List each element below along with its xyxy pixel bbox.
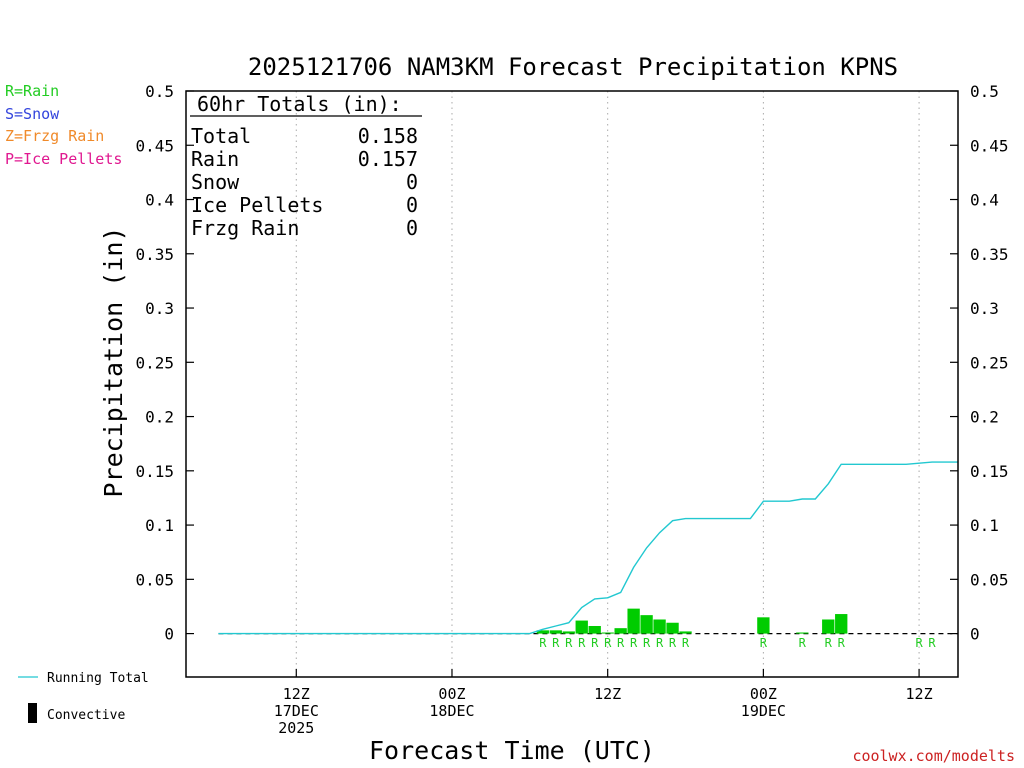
y-tick-label-left: 0.2 [145,408,174,427]
precip-bar [627,608,640,634]
precip-bar [757,617,770,634]
y-tick-label-right: 0.15 [970,462,1009,481]
y-tick-label-right: 0.2 [970,408,999,427]
y-tick-label-left: 0.05 [135,570,174,589]
y-tick-label-left: 0.15 [135,462,174,481]
y-tick-label-left: 0 [164,625,174,644]
precip-bar [536,630,549,634]
precip-type-label: R [656,636,664,650]
x-tick-label: 18DEC [429,702,474,720]
y-tick-label-left: 0.3 [145,299,174,318]
precip-type-label: R [669,636,677,650]
y-axis-ticks: 0 00.05 0.050.1 0.10.15 0.150.2 0.20.25 0.250.… [135,82,1008,644]
legend-snow: S=Snow [5,105,60,123]
precip-type-label: R [838,636,846,650]
y-tick-label-right: 0.1 [970,516,999,535]
chart-title: 2025121706 NAM3KM Forecast Precipitation… [248,53,898,81]
y-tick-label-left: 0.45 [135,136,174,155]
x-axis-title: Forecast Time (UTC) [369,736,655,765]
totals-value-total: 0.158 [358,124,418,148]
legend-rain: R=Rain [5,82,59,100]
legend-convective-swatch [28,703,37,723]
precip-type-label: R [591,636,599,650]
y-tick-label-left: 0.5 [145,82,174,101]
y-axis-title: Precipitation (in) [99,227,128,498]
legend-frzg-rain: Z=Frzg Rain [5,127,104,145]
x-tick-label: 12Z [906,685,933,703]
precip-type-label: R [604,636,612,650]
precip-type-label: R [630,636,638,650]
y-tick-label-right: 0.45 [970,136,1009,155]
x-tick-label: 00Z [750,685,777,703]
series-legend: Running Total Convective [18,671,149,723]
precip-type-label: R [928,636,936,650]
y-tick-label-right: 0.4 [970,191,999,210]
legend-ice-pellets: P=Ice Pellets [5,150,122,168]
totals-label-snow: Snow [191,170,240,194]
precip-bar [588,625,601,634]
precip-bar [796,632,809,634]
plot-frame [185,90,959,678]
precip-bar [679,631,692,634]
precip-bar [653,619,666,634]
totals-value-snow: 0 [406,170,418,194]
y-tick-label-right: 0.05 [970,570,1009,589]
legend-running-total-label: Running Total [47,671,149,686]
y-tick-label-right: 0 [970,625,980,644]
precip-type-label: R [643,636,651,650]
totals-value-ice-pellets: 0 [406,193,418,217]
y-tick-label-left: 0.25 [135,353,174,372]
precip-type-label: R [682,636,690,650]
precip-bar [549,630,562,634]
precip-bar [822,619,835,634]
precip-bar [666,622,679,634]
legend-convective-label: Convective [47,708,125,723]
y-tick-label-left: 0.35 [135,245,174,264]
precip-bar [601,632,614,634]
precip-type-label: R [539,636,547,650]
precip-type-label: R [578,636,586,650]
precip-type-label: R [617,636,625,650]
totals-value-rain: 0.157 [358,147,418,171]
y-tick-label-right: 0.25 [970,353,1009,372]
precip-bar [640,615,653,634]
precip-type-label: R [552,636,560,650]
precip-bar [835,614,848,634]
precip-type-label: R [915,636,923,650]
grid-lines [295,91,920,677]
totals-label-total: Total [191,124,251,148]
y-tick-label-left: 0.4 [145,191,174,210]
totals-label-frzg-rain: Frzg Rain [191,216,299,240]
x-tick-label: 00Z [438,685,465,703]
credit-link[interactable]: coolwx.com/modelts [852,747,1015,765]
x-tick-label: 2025 [278,719,314,737]
y-tick-label-right: 0.5 [970,82,999,101]
precip-bar [575,620,588,634]
totals-label-rain: Rain [191,147,239,171]
x-tick-label: 12Z [594,685,621,703]
precip-type-label: R [565,636,573,650]
y-tick-label-right: 0.35 [970,245,1009,264]
precip-bars [536,608,848,634]
totals-label-ice-pellets: Ice Pellets [191,193,323,217]
y-tick-label-left: 0.1 [145,516,174,535]
precip-bar [614,628,627,634]
running-total-line [218,461,958,635]
running-total-polyline [218,461,958,635]
x-tick-label: 12Z [283,685,310,703]
x-tick-label: 17DEC [274,702,319,720]
precip-type-label: R [825,636,833,650]
x-tick-label: 19DEC [741,702,786,720]
precip-type-label: R [760,636,768,650]
totals-header: 60hr Totals (in): [197,92,402,116]
precip-type-legend: R=Rain S=Snow Z=Frzg Rain P=Ice Pellets [5,82,122,168]
totals-value-frzg-rain: 0 [406,216,418,240]
precip-type-label: R [799,636,807,650]
precip-bar [562,631,575,634]
totals-box: 60hr Totals (in): Total 0.158 Rain 0.157… [190,92,422,240]
y-tick-label-right: 0.3 [970,299,999,318]
